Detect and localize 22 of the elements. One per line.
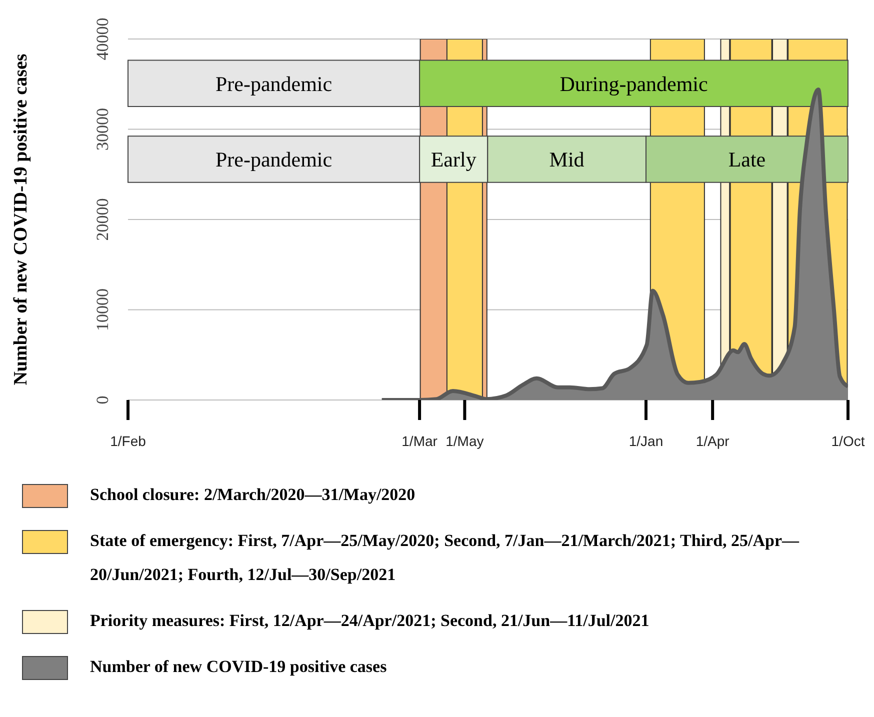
band-label: Late xyxy=(728,148,766,172)
band-label: Mid xyxy=(549,148,585,172)
y-tick-label: 0 xyxy=(93,396,112,404)
y-tick-label: 20000 xyxy=(93,198,112,241)
legend-label: Number of new COVID-19 positive cases xyxy=(90,656,388,678)
x-tick-label: 1/Feb xyxy=(110,433,146,449)
x-tick-label: 1/May xyxy=(446,433,484,449)
x-tick-label: 1/Jan xyxy=(628,433,664,449)
y-tick-label: 30000 xyxy=(93,108,112,150)
x-tick-label: 1/Apr xyxy=(696,433,730,449)
x-tick-label: 1/Oct xyxy=(831,433,865,449)
y-tick-label: 10000 xyxy=(93,288,112,331)
y-tick-label: 40000 xyxy=(93,18,112,60)
band-label: Pre-pandemic xyxy=(215,72,332,96)
legend-label: State of emergency: First, 7/Apr—25/May/2020; Second, 7/Jan—21/March/2021; Third, 25/Apr—20/Jun/2021; Fourth, 12/Jul—30/Sep/2021 xyxy=(90,530,800,586)
band-label: Pre-pandemic xyxy=(215,148,332,172)
x-tick-label: 1/Mar xyxy=(402,433,438,449)
legend-label: Priority measures: First, 12/Apr—24/Apr/2021; Second, 21/Jun—11/Jul/2021 xyxy=(90,610,650,632)
band-label: During-pandemic xyxy=(560,72,708,96)
legend-label: School closure: 2/March/2020—31/May/2020 xyxy=(90,484,416,506)
y-axis-title: Number of new COVID-19 positive cases xyxy=(10,54,32,386)
band-label: Early xyxy=(430,148,477,172)
